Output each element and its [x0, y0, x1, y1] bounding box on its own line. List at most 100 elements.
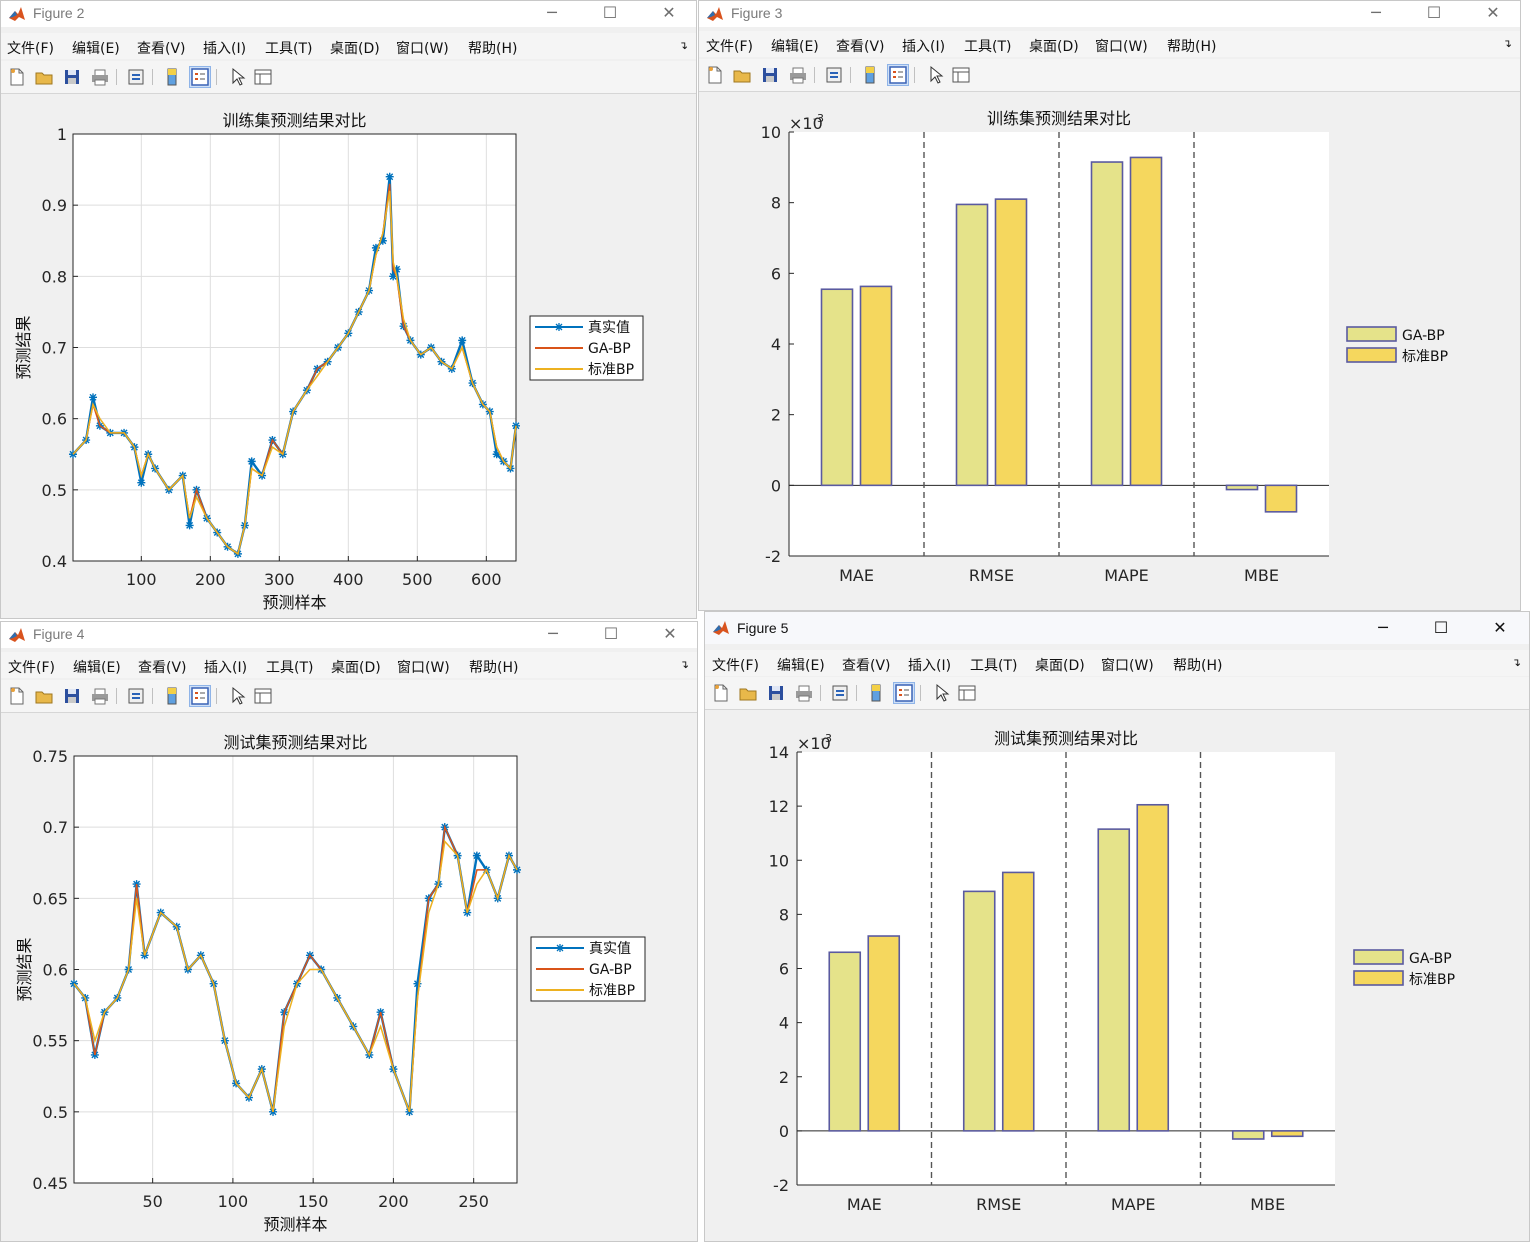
pointer-icon[interactable]	[227, 686, 247, 706]
data-point-marker	[389, 272, 398, 281]
menu-view[interactable]: 查看(V)	[836, 39, 885, 55]
toolbar-expand-icon[interactable]: ↴	[679, 658, 689, 671]
legend-icon[interactable]	[887, 64, 909, 86]
menu-view[interactable]: 查看(V)	[137, 41, 186, 57]
menu-edit[interactable]: 编辑(E)	[777, 658, 825, 674]
menu-tools[interactable]: 工具(T)	[970, 658, 1018, 674]
print-icon[interactable]	[90, 686, 110, 706]
minimize-button[interactable]: ─	[1371, 3, 1381, 22]
link-icon[interactable]	[126, 686, 146, 706]
y-tick-label: 12	[769, 797, 789, 816]
legend-icon[interactable]	[189, 685, 211, 707]
menu-help[interactable]: 帮助(H)	[1167, 39, 1217, 55]
bar-standard-bp	[1129, 156, 1163, 487]
menu-edit[interactable]: 编辑(E)	[771, 39, 819, 55]
toolbar-expand-icon[interactable]: ↴	[1502, 37, 1512, 50]
legend-label: 标准BP	[588, 362, 634, 378]
legend-icon[interactable]	[189, 66, 211, 88]
legend-label: 真实值	[589, 941, 631, 957]
maximize-button[interactable]: ☐	[602, 3, 618, 22]
minimize-button[interactable]: ─	[547, 3, 557, 22]
maximize-button[interactable]: ☐	[603, 624, 619, 643]
colorbar-icon[interactable]	[866, 683, 886, 703]
toolbar-expand-icon[interactable]: ↴	[1511, 656, 1521, 669]
menu-insert[interactable]: 插入(I)	[203, 41, 247, 57]
menu-edit[interactable]: 编辑(E)	[72, 41, 120, 57]
close-button[interactable]: ✕	[1493, 618, 1507, 637]
menu-window[interactable]: 窗口(W)	[1101, 658, 1154, 674]
link-icon[interactable]	[824, 65, 844, 85]
open-folder-icon[interactable]	[34, 67, 54, 87]
new-file-icon[interactable]	[7, 67, 27, 87]
new-file-icon[interactable]	[705, 65, 725, 85]
menu-help[interactable]: 帮助(H)	[469, 660, 519, 676]
pointer-icon[interactable]	[931, 683, 951, 703]
title-bar[interactable]: Figure 5 ─ ☐ ✕	[705, 612, 1529, 644]
menu-window[interactable]: 窗口(W)	[396, 41, 449, 57]
menu-view[interactable]: 查看(V)	[138, 660, 187, 676]
title-bar[interactable]: Figure 3 ─ ☐ ✕	[699, 1, 1520, 27]
menu-desktop[interactable]: 桌面(D)	[1035, 658, 1085, 674]
open-folder-icon[interactable]	[738, 683, 758, 703]
close-button[interactable]: ✕	[663, 624, 677, 643]
property-inspector-icon[interactable]	[253, 686, 273, 706]
new-file-icon[interactable]	[711, 683, 731, 703]
menu-desktop[interactable]: 桌面(D)	[1029, 39, 1079, 55]
toolbar-separator	[152, 69, 153, 85]
y-axis-label: 预测结果	[15, 937, 34, 1001]
colorbar-icon[interactable]	[162, 686, 182, 706]
print-icon[interactable]	[794, 683, 814, 703]
save-icon[interactable]	[62, 67, 82, 87]
colorbar-icon[interactable]	[860, 65, 880, 85]
menu-view[interactable]: 查看(V)	[842, 658, 891, 674]
maximize-button[interactable]: ☐	[1426, 3, 1442, 22]
link-icon[interactable]	[830, 683, 850, 703]
menu-file[interactable]: 文件(F)	[712, 658, 759, 674]
menu-tools[interactable]: 工具(T)	[964, 39, 1012, 55]
open-folder-icon[interactable]	[732, 65, 752, 85]
open-folder-icon[interactable]	[34, 686, 54, 706]
matlab-logo-icon	[713, 621, 729, 635]
legend-icon[interactable]	[893, 682, 915, 704]
close-button[interactable]: ✕	[1486, 3, 1500, 22]
menu-file[interactable]: 文件(F)	[8, 660, 55, 676]
save-icon[interactable]	[62, 686, 82, 706]
menu-insert[interactable]: 插入(I)	[908, 658, 952, 674]
close-button[interactable]: ✕	[662, 3, 676, 22]
maximize-button[interactable]: ☐	[1433, 618, 1449, 637]
menu-window[interactable]: 窗口(W)	[1095, 39, 1148, 55]
legend-label: 标准BP	[1402, 349, 1448, 365]
print-icon[interactable]	[90, 67, 110, 87]
menu-desktop[interactable]: 桌面(D)	[330, 41, 380, 57]
link-icon[interactable]	[126, 67, 146, 87]
pointer-icon[interactable]	[227, 67, 247, 87]
title-bar[interactable]: Figure 4 ─ ☐ ✕	[1, 622, 697, 648]
legend-label: 真实值	[588, 320, 630, 336]
menu-tools[interactable]: 工具(T)	[266, 660, 314, 676]
new-file-icon[interactable]	[7, 686, 27, 706]
save-icon[interactable]	[760, 65, 780, 85]
minimize-button[interactable]: ─	[1378, 618, 1388, 637]
menu-tools[interactable]: 工具(T)	[265, 41, 313, 57]
menu-file[interactable]: 文件(F)	[706, 39, 753, 55]
property-inspector-icon[interactable]	[951, 65, 971, 85]
menu-desktop[interactable]: 桌面(D)	[331, 660, 381, 676]
pointer-icon[interactable]	[925, 65, 945, 85]
colorbar-icon[interactable]	[162, 67, 182, 87]
bar-ga-bp	[1231, 1130, 1265, 1140]
legend-label: GA-BP	[1409, 951, 1452, 967]
title-bar[interactable]: Figure 2 ─ ☐ ✕	[1, 1, 696, 27]
menu-edit[interactable]: 编辑(E)	[73, 660, 121, 676]
print-icon[interactable]	[788, 65, 808, 85]
minimize-button[interactable]: ─	[548, 624, 558, 643]
menu-insert[interactable]: 插入(I)	[902, 39, 946, 55]
save-icon[interactable]	[766, 683, 786, 703]
menu-file[interactable]: 文件(F)	[7, 41, 54, 57]
menu-help[interactable]: 帮助(H)	[1173, 658, 1223, 674]
menu-insert[interactable]: 插入(I)	[204, 660, 248, 676]
property-inspector-icon[interactable]	[253, 67, 273, 87]
menu-window[interactable]: 窗口(W)	[397, 660, 450, 676]
toolbar-expand-icon[interactable]: ↴	[678, 39, 688, 52]
property-inspector-icon[interactable]	[957, 683, 977, 703]
menu-help[interactable]: 帮助(H)	[468, 41, 518, 57]
